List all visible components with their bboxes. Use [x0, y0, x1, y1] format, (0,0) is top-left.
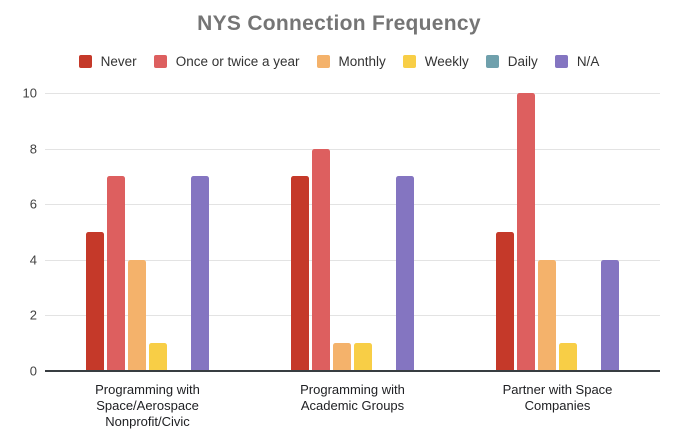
bar-once-or-twice-a-year-programming-with-academic-groups[interactable] [312, 148, 330, 371]
legend: Never Once or twice a year Monthly Weekly Da… [0, 54, 678, 69]
legend-item-weekly[interactable]: Weekly [402, 54, 469, 69]
category-label-line: Companies [524, 398, 591, 413]
legend-label: Monthly [338, 54, 386, 69]
bar-monthly-programming-with-academic-groups[interactable] [333, 343, 351, 371]
legend-item-daily[interactable]: Daily [485, 54, 538, 69]
legend-swatch-daily [485, 55, 499, 68]
category-label-line: Programming with [300, 382, 405, 397]
legend-item-n-a[interactable]: N/A [554, 54, 600, 69]
legend-item-monthly[interactable]: Monthly [316, 54, 386, 69]
x-axis-labels: Programming with Space/Aerospace Nonprofit… [45, 382, 660, 430]
bar-monthly-programming-with-space-aerospace-nonprofit-civic[interactable] [128, 259, 146, 371]
gridline-2 [45, 315, 660, 317]
y-tick-label-10: 10 [22, 85, 37, 101]
legend-swatch-n-a [554, 55, 568, 68]
legend-swatch-weekly [402, 55, 416, 68]
bar-group-programming-with-academic-groups [250, 93, 455, 371]
bar-once-or-twice-a-year-partner-with-space-companies[interactable] [517, 93, 535, 371]
y-tick-label-4: 4 [29, 252, 37, 268]
category-label-line: Academic Groups [300, 398, 405, 413]
legend-swatch-never [78, 55, 92, 68]
chart-title: NYS Connection Frequency [197, 12, 481, 35]
x-axis-line [45, 370, 660, 372]
bar-weekly-partner-with-space-companies[interactable] [559, 343, 577, 371]
legend-label: Daily [507, 54, 538, 69]
bar-groups [45, 93, 660, 371]
bar-group-partner-with-space-companies [455, 93, 660, 371]
category-label-programming-with-academic-groups: Programming with Academic Groups [250, 382, 455, 430]
bar-n-a-programming-with-academic-groups[interactable] [396, 176, 414, 371]
bar-monthly-partner-with-space-companies[interactable] [538, 259, 556, 371]
bar-weekly-programming-with-academic-groups[interactable] [354, 343, 372, 371]
y-tick-label-8: 8 [29, 141, 37, 157]
legend-swatch-monthly [316, 55, 330, 68]
bar-weekly-programming-with-space-aerospace-nonprofit-civic[interactable] [149, 343, 167, 371]
legend-label: Once or twice a year [175, 54, 300, 69]
legend-swatch-once-or-twice-a-year [153, 55, 167, 68]
gridline-8 [45, 148, 660, 150]
category-label-partner-with-space-companies: Partner with Space Companies [455, 382, 660, 430]
bar-once-or-twice-a-year-programming-with-space-aerospace-nonprofit-civic[interactable] [107, 176, 125, 371]
y-axis-labels: 0 2 4 6 8 10 [0, 86, 37, 379]
y-tick-label-2: 2 [29, 307, 37, 323]
bar-n-a-partner-with-space-companies[interactable] [601, 259, 619, 371]
gridline-6 [45, 204, 660, 206]
legend-label: Weekly [424, 54, 469, 69]
category-label-programming-with-space-aerospace-nonprofit-civic: Programming with Space/Aerospace Nonprofit… [45, 382, 250, 430]
category-label-line: Programming with [95, 382, 200, 397]
legend-label: Never [100, 54, 137, 69]
gridline-10 [45, 93, 660, 94]
y-tick-label-6: 6 [29, 196, 37, 212]
bar-never-partner-with-space-companies[interactable] [496, 232, 514, 371]
legend-item-once-or-twice-a-year[interactable]: Once or twice a year [153, 54, 300, 69]
category-label-line: Space/Aerospace [96, 398, 199, 413]
bar-never-programming-with-academic-groups[interactable] [291, 176, 309, 371]
y-tick-label-0: 0 [29, 363, 37, 379]
category-label-line: Nonprofit/Civic [105, 414, 190, 429]
bar-n-a-programming-with-space-aerospace-nonprofit-civic[interactable] [191, 176, 209, 371]
gridline-4 [45, 259, 660, 261]
legend-label: N/A [576, 54, 600, 69]
bar-never-programming-with-space-aerospace-nonprofit-civic[interactable] [86, 232, 104, 371]
bar-group-programming-with-space-aerospace-nonprofit-civic [45, 93, 250, 371]
legend-item-never[interactable]: Never [78, 54, 137, 69]
plot-area [45, 93, 660, 372]
category-label-line: Partner with Space [502, 382, 613, 397]
